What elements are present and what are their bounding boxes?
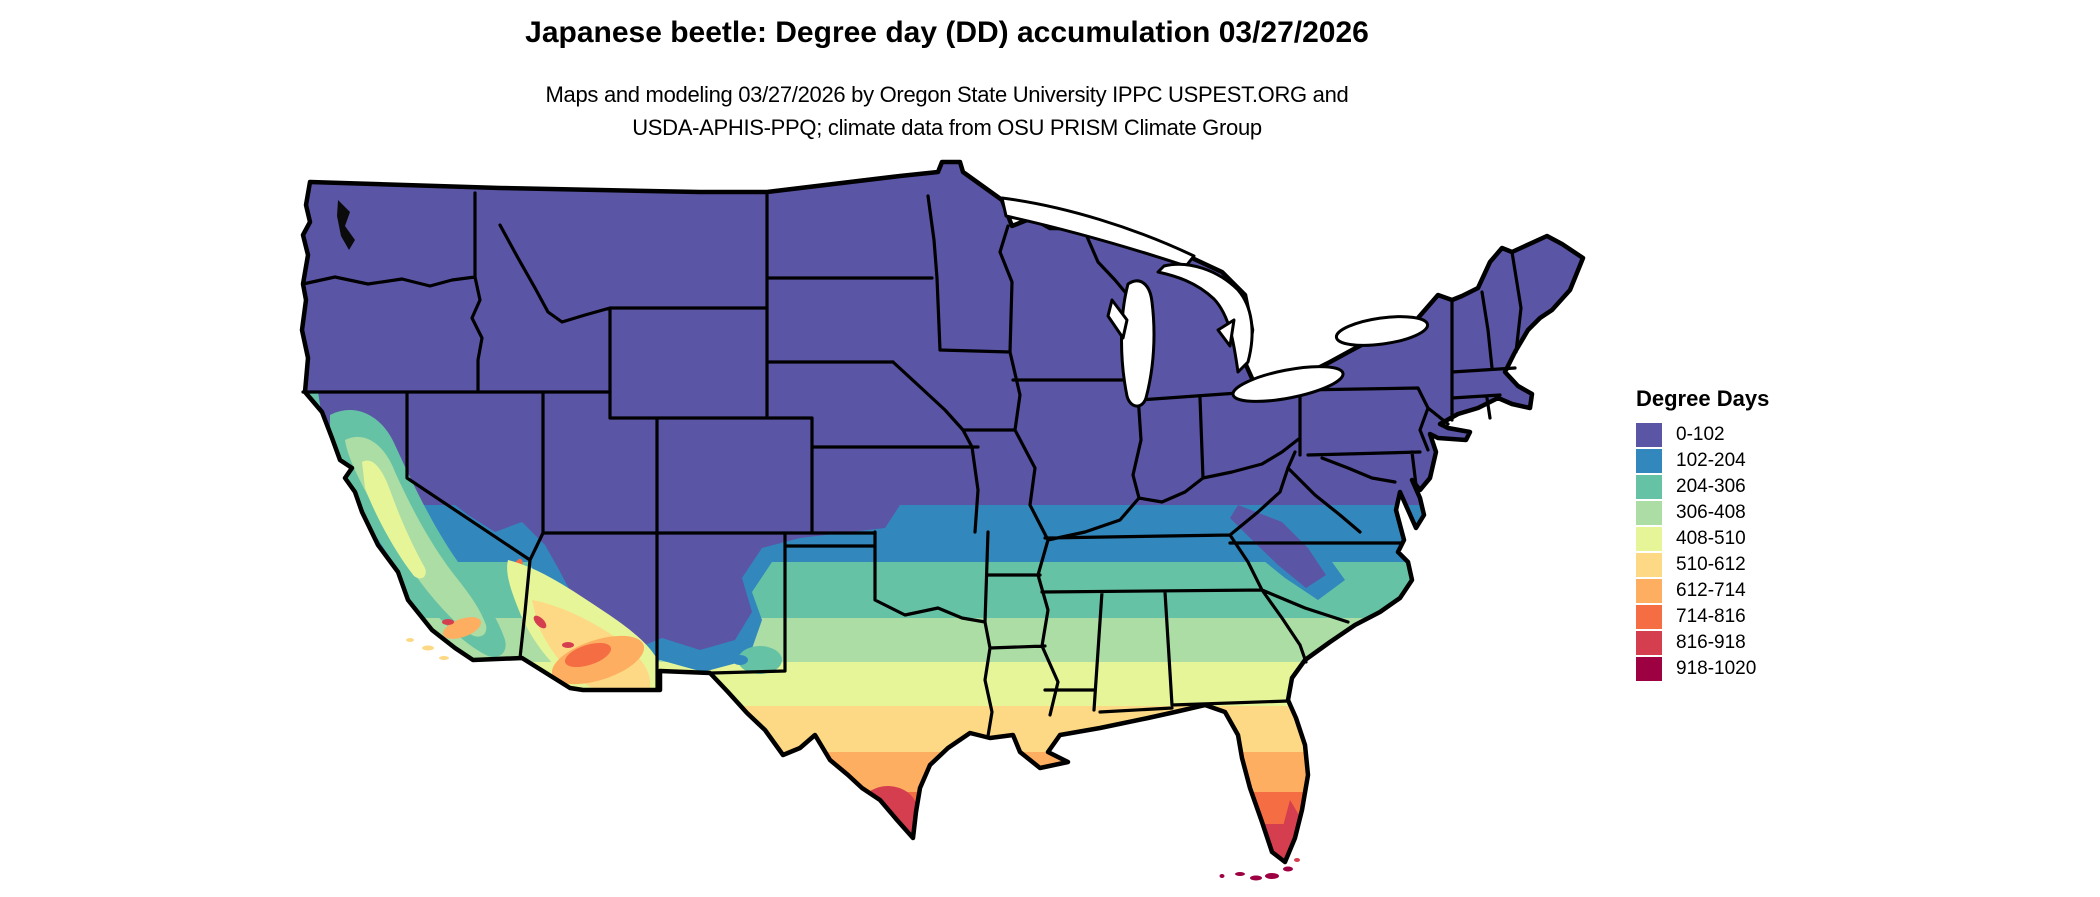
lake-erie bbox=[1231, 365, 1345, 403]
phoenix-hot-core bbox=[564, 642, 612, 668]
legend-color-swatch bbox=[1636, 423, 1662, 447]
legend-item-label: 612-714 bbox=[1676, 580, 1746, 601]
legend-item-label: 408-510 bbox=[1676, 528, 1746, 549]
green-bay bbox=[1106, 298, 1129, 340]
legend-item: 408-510 bbox=[1636, 526, 1769, 552]
legend-title: Degree Days bbox=[1636, 386, 1770, 411]
legend-item: 102-204 bbox=[1636, 448, 1769, 474]
legend-item-label: 204-306 bbox=[1676, 476, 1746, 497]
header: Japanese beetle: Degree day (DD) accumul… bbox=[0, 0, 1894, 144]
west-texas-cool-patch bbox=[738, 646, 782, 674]
south-texas-hottest-core bbox=[873, 824, 897, 840]
state-borders bbox=[301, 190, 1523, 738]
legend-item: 612-714 bbox=[1636, 578, 1769, 604]
legend-item: 204-306 bbox=[1636, 474, 1769, 500]
legend-item: 816-918 bbox=[1636, 630, 1769, 656]
legend-color-swatch bbox=[1636, 449, 1662, 473]
legend-color-swatch bbox=[1636, 631, 1662, 655]
davis-mountains-cool-spot bbox=[732, 655, 748, 665]
lake-michigan bbox=[1120, 279, 1156, 408]
mountain-west-cold-core bbox=[455, 505, 900, 652]
california-valley-warm-core bbox=[362, 460, 426, 579]
national-outline bbox=[299, 159, 1586, 865]
great-lakes bbox=[1000, 196, 1430, 408]
legend-item: 306-408 bbox=[1636, 500, 1769, 526]
page-subtitle: Maps and modeling 03/27/2026 by Oregon S… bbox=[0, 78, 1894, 144]
florida-keys bbox=[1219, 858, 1300, 881]
legend-color-swatch bbox=[1636, 605, 1662, 629]
subtitle-line-2: USDA-APHIS-PPQ; climate data from OSU PR… bbox=[632, 115, 1262, 140]
legend-item-label: 0-102 bbox=[1676, 424, 1725, 445]
legend-item-label: 102-204 bbox=[1676, 450, 1746, 471]
legend: Degree Days 0-102 102-204 204-306 306-40… bbox=[1636, 386, 1769, 682]
legend-item: 0-102 bbox=[1636, 422, 1769, 448]
legend-item-label: 918-1020 bbox=[1676, 658, 1757, 679]
legend-item-label: 714-816 bbox=[1676, 606, 1746, 627]
gila-hot-speck bbox=[562, 642, 574, 648]
legend-color-swatch bbox=[1636, 553, 1662, 577]
lake-ontario bbox=[1334, 315, 1430, 347]
legend-color-swatch bbox=[1636, 475, 1662, 499]
legend-item: 510-612 bbox=[1636, 552, 1769, 578]
legend-color-swatch bbox=[1636, 579, 1662, 603]
legend-item: 918-1020 bbox=[1636, 656, 1769, 682]
appalachian-cold-tongue bbox=[1230, 505, 1326, 588]
lake-superior bbox=[1000, 196, 1196, 268]
colorado-river-hot-speck bbox=[533, 615, 547, 629]
puget-sound bbox=[337, 200, 355, 250]
legend-color-swatch bbox=[1636, 527, 1662, 551]
page-title: Japanese beetle: Degree day (DD) accumul… bbox=[525, 16, 1369, 49]
legend-items: 0-102 102-204 204-306 306-408 408-510 51… bbox=[1636, 422, 1769, 682]
raster-fill-layer bbox=[302, 162, 1583, 862]
socal-hot-speck bbox=[442, 619, 454, 625]
legend-color-swatch bbox=[1636, 501, 1662, 525]
subtitle-line-1: Maps and modeling 03/27/2026 by Oregon S… bbox=[545, 82, 1349, 107]
legend-item-label: 816-918 bbox=[1676, 632, 1746, 653]
legend-item-label: 510-612 bbox=[1676, 554, 1746, 575]
legend-item-label: 306-408 bbox=[1676, 502, 1746, 523]
saginaw-bay bbox=[1216, 318, 1236, 348]
lake-huron bbox=[1156, 262, 1254, 374]
legend-item: 714-816 bbox=[1636, 604, 1769, 630]
channel-islands bbox=[406, 638, 449, 660]
legend-color-swatch bbox=[1636, 657, 1662, 681]
